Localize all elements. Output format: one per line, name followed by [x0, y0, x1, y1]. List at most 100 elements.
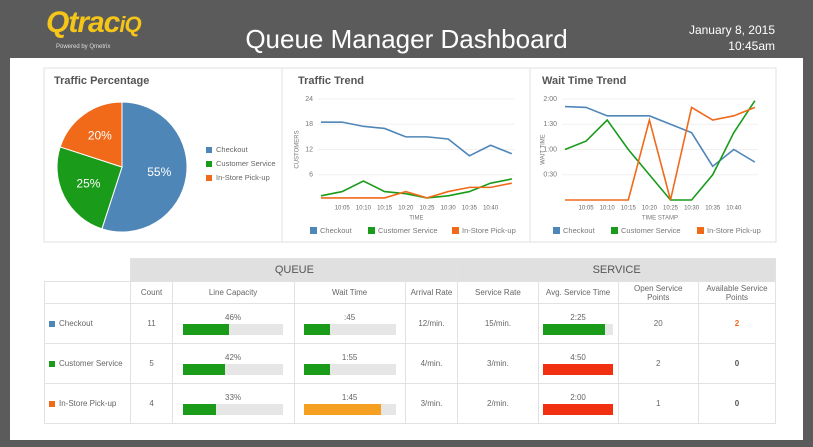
date: January 8, 2015 — [688, 23, 775, 37]
series-line — [321, 121, 513, 157]
arrival-rate: 12/min. — [404, 303, 459, 344]
y-tick-label: 18 — [305, 121, 313, 128]
x-tick-label: 10:15 — [377, 206, 393, 212]
legend-label: Customer Service — [216, 159, 276, 168]
y-tick-label: 0:30 — [543, 172, 557, 179]
powered-by: Powered by Qmetrix — [56, 44, 110, 50]
slice-label: 55% — [147, 165, 171, 179]
legend-label: In-Store Pick-up — [462, 226, 516, 235]
group-header: QUEUE — [130, 258, 459, 282]
powered-by-text: Powered by — [56, 44, 88, 50]
row-swatch — [49, 320, 55, 327]
x-tick-label: 10:20 — [642, 206, 658, 212]
count: 5 — [130, 343, 173, 384]
legend-swatch — [697, 227, 704, 234]
legend-swatch — [206, 147, 212, 153]
legend-label: Customer Service — [621, 226, 681, 235]
legend-swatch — [368, 227, 375, 234]
service-rate: 3/min. — [457, 343, 539, 384]
time: 10:45am — [728, 39, 775, 53]
wait-time-bar — [303, 323, 331, 335]
count: 4 — [130, 383, 173, 424]
wait-time-cell: 1:55 — [293, 343, 406, 384]
column-header: Avg. Service Time — [537, 281, 619, 304]
group-header: SERVICE — [457, 258, 776, 282]
blank-cell — [44, 258, 131, 282]
logo-suffix: iQ — [119, 12, 141, 37]
series-line — [564, 100, 756, 201]
legend-swatch — [611, 227, 618, 234]
x-tick-label: 10:25 — [419, 206, 435, 212]
table-row: Checkout 11 46%:45 12/min. 15/min. 2:25 20 2 — [43, 303, 777, 344]
y-tick-label: 6 — [309, 172, 313, 179]
arrival-rate: 3/min. — [404, 383, 459, 424]
column-header: Line Capacity — [171, 281, 295, 304]
line-capacity-cell: 33% — [171, 383, 295, 424]
x-tick-label: 10:10 — [600, 206, 616, 212]
open-service-points: 1 — [617, 383, 699, 424]
avg-service-time-label: 2:25 — [570, 312, 586, 322]
x-tick-label: 10:40 — [726, 206, 742, 212]
x-tick-label: 10:20 — [398, 206, 414, 212]
legend-label: Checkout — [216, 145, 249, 154]
logo-main: Qtrac — [46, 6, 120, 39]
line-capacity-label: 33% — [225, 392, 242, 402]
panel-title: Traffic Trend — [298, 75, 364, 87]
pie-slice — [101, 101, 188, 233]
datetime: January 8, 2015 10:45am — [689, 22, 775, 54]
wait-time-label: 1:55 — [341, 352, 358, 362]
legend-swatch — [206, 161, 212, 167]
legend-swatch — [553, 227, 560, 234]
line-capacity-track — [183, 363, 284, 375]
legend-label: Customer Service — [378, 226, 438, 235]
slice-label: 20% — [88, 129, 112, 143]
wait-time-label: :45 — [344, 312, 356, 322]
arrival-rate: 4/min. — [404, 343, 459, 384]
brand: Qmetrix — [89, 44, 111, 50]
row-name: Customer Service — [59, 359, 123, 368]
available-service-points: 2 — [697, 303, 777, 344]
y-tick-label: 1:00 — [543, 146, 557, 153]
line-capacity-bar — [183, 323, 230, 335]
line-capacity-cell: 46% — [171, 303, 295, 344]
panel-border — [43, 67, 777, 243]
x-tick-label: 10:30 — [441, 206, 457, 212]
column-header: Count — [130, 281, 173, 304]
avg-service-time-label: 2:00 — [570, 392, 586, 402]
avg-service-time-cell: 2:25 — [537, 303, 619, 344]
legend-swatch — [206, 175, 212, 181]
wait-time-track — [303, 403, 396, 415]
logo: QtraciQ — [46, 6, 142, 40]
avg-service-time-cell: 2:00 — [537, 383, 619, 424]
page-title: Queue Manager Dashboard — [245, 24, 568, 54]
x-tick-label: 10:15 — [621, 206, 637, 212]
service-rate: 15/min. — [457, 303, 539, 344]
avg-service-time-track — [543, 403, 614, 415]
x-tick-label: 10:40 — [483, 206, 499, 212]
y-tick-label: 12 — [305, 146, 313, 153]
x-tick-label: 10:35 — [705, 206, 721, 212]
table-row: Customer Service 5 42% 1:55 4/min. 3/min. 4:50… — [43, 343, 777, 384]
x-tick-label: 10:10 — [356, 206, 372, 212]
table-row: In-Store Pick-up 4 33% 1:45 3/min. 2/min. 2:00… — [43, 383, 777, 424]
wait-time-cell: :45 — [293, 303, 406, 344]
open-service-points: 2 — [617, 343, 699, 384]
panel-title: Traffic Percentage — [54, 75, 149, 87]
row-name: In-Store Pick-up — [59, 399, 117, 408]
series-line — [564, 105, 756, 168]
avg-service-time-bar — [543, 323, 606, 335]
line-capacity-bar — [183, 403, 217, 415]
slice-label: 25% — [76, 176, 100, 190]
blank-cell — [43, 281, 132, 304]
y-axis-label: CUSTOMERS — [295, 130, 301, 168]
column-header: Open Service Points — [617, 281, 699, 304]
row-name-cell: In-Store Pick-up — [43, 383, 132, 424]
wait-time-track — [303, 363, 396, 375]
avg-service-time-track — [543, 363, 614, 375]
wait-time-cell: 1:45 — [293, 383, 406, 424]
x-axis-label: TIME — [409, 216, 423, 222]
line-capacity-track — [183, 323, 284, 335]
series-line — [321, 182, 512, 199]
y-tick-label: 24 — [305, 96, 313, 103]
